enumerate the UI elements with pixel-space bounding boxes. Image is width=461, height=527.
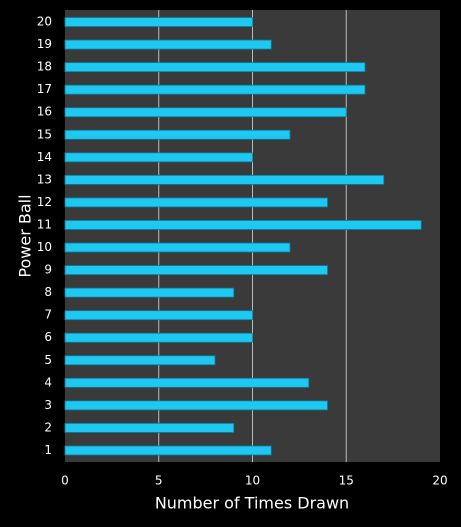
bar: [64, 423, 235, 433]
y-tick-label: 6: [44, 330, 52, 344]
bar: [64, 242, 291, 253]
y-tick-label: 14: [37, 150, 52, 164]
x-tick-label: 15: [339, 474, 354, 488]
bar: [64, 197, 328, 208]
y-axis-title: Power Ball: [16, 194, 35, 277]
bar: [64, 377, 310, 388]
bar: [64, 400, 328, 411]
bar: [64, 332, 253, 343]
bar: [64, 84, 366, 95]
bar: [64, 220, 422, 230]
y-tick-label: 1: [44, 443, 52, 457]
bar: [64, 265, 328, 275]
y-tick-label: 9: [44, 263, 52, 277]
y-tick-label: 19: [37, 37, 52, 51]
y-tick-label: 16: [37, 105, 52, 119]
y-tick-label: 15: [37, 127, 52, 141]
y-tick-label: 8: [44, 285, 52, 299]
bar: [64, 62, 366, 73]
x-tick-label: 0: [61, 474, 69, 488]
y-tick-label: 17: [37, 82, 52, 96]
bar: [64, 152, 253, 163]
bar: [64, 39, 272, 50]
y-tick-label: 5: [44, 353, 52, 367]
x-axis-title: Number of Times Drawn: [155, 494, 349, 513]
bar: [64, 310, 253, 321]
bar: [64, 355, 216, 366]
bar: [64, 107, 347, 118]
y-tick-label: 18: [37, 60, 52, 74]
x-tick-label: 10: [245, 474, 260, 488]
y-tick-label: 2: [44, 420, 52, 434]
y-tick-label: 10: [37, 240, 52, 254]
y-tick-label: 4: [44, 375, 52, 389]
y-tick-label: 12: [37, 195, 52, 209]
y-tick-label: 11: [37, 217, 52, 231]
bar: [64, 17, 253, 27]
x-tick-label: 5: [155, 474, 163, 488]
y-tick-label: 3: [44, 398, 52, 412]
y-tick-label: 7: [44, 308, 52, 322]
bar: [64, 445, 272, 456]
bar: [64, 129, 291, 140]
y-tick-label: 13: [37, 172, 52, 186]
bar: [64, 287, 235, 298]
x-tick-label: 20: [432, 474, 447, 488]
y-tick-label: 20: [37, 15, 52, 29]
bar: [64, 174, 385, 185]
